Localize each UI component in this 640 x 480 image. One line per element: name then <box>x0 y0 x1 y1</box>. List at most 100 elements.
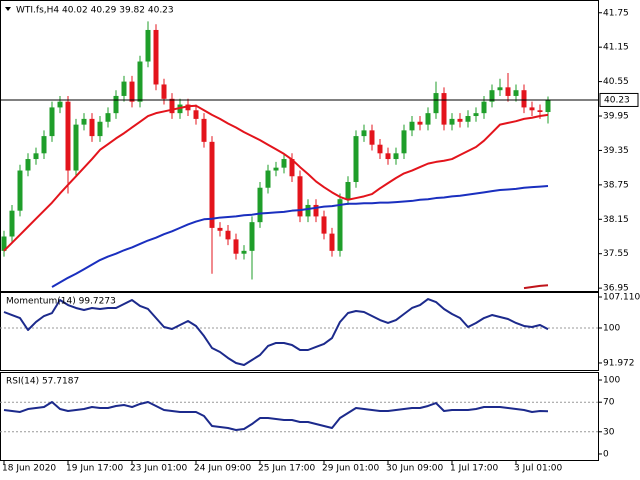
candle-body <box>49 107 55 137</box>
candle-body <box>105 113 111 122</box>
panel-frame <box>0 292 599 371</box>
candle-body <box>137 61 143 102</box>
candle-body <box>225 230 231 240</box>
candle-body <box>281 159 287 168</box>
candle-body <box>505 87 511 96</box>
candle-body <box>129 81 135 102</box>
candle-body <box>201 118 207 142</box>
y-tick-label: 100 <box>603 323 620 333</box>
candle-body <box>449 118 455 125</box>
y-tick-label: 39.95 <box>603 112 629 122</box>
candle-body <box>369 130 375 145</box>
price-box <box>599 92 639 107</box>
candle-body <box>393 153 399 160</box>
candle-body <box>265 170 271 188</box>
candle-body <box>489 90 495 102</box>
candle-body <box>305 204 311 217</box>
x-tick-label: 1 Jul 17:00 <box>450 464 499 474</box>
chart-title: WTI.fs,H4 40.02 40.29 39.82 40.23 <box>16 6 174 16</box>
candle-body <box>321 216 327 234</box>
candle-body <box>257 187 263 223</box>
y-tick-label: 39.35 <box>603 146 629 156</box>
candle-body <box>353 136 359 182</box>
candle-body <box>41 136 47 154</box>
y-tick-label: 40.55 <box>603 77 629 87</box>
candle-body <box>297 176 303 217</box>
y-tick-label: 41.75 <box>603 8 629 18</box>
candle-body <box>121 81 127 96</box>
x-tick-label: 19 Jun 17:00 <box>66 464 123 474</box>
candle-body <box>497 87 503 91</box>
candle-body <box>217 227 223 231</box>
candle-body <box>113 95 119 114</box>
x-tick-label: 23 Jun 01:00 <box>130 464 187 474</box>
candle-body <box>329 233 335 251</box>
candle-body <box>417 121 423 125</box>
y-tick-label: 70 <box>603 398 615 408</box>
x-tick-label: 29 Jun 01:00 <box>322 464 379 474</box>
y-tick-label: 30 <box>603 427 615 437</box>
candle-body <box>89 118 95 137</box>
indicator-line <box>3 104 549 252</box>
candle-body <box>457 118 463 122</box>
candle-body <box>529 107 535 111</box>
candle-body <box>169 98 175 114</box>
panel-frame <box>0 372 599 461</box>
x-tick-label: 3 Jul 01:00 <box>514 464 563 474</box>
y-tick-label: 107.1101 <box>603 293 640 303</box>
indicator-line <box>3 400 549 432</box>
candle-body <box>273 167 279 171</box>
candle-body <box>425 113 431 125</box>
candle-body <box>465 116 471 122</box>
candle-body <box>441 93 447 125</box>
candle-body <box>345 181 351 200</box>
y-tick-label: 36.95 <box>603 284 629 294</box>
price-label: 40.23 <box>604 95 630 105</box>
y-tick-label: 0 <box>603 449 609 459</box>
candle-body <box>513 90 519 96</box>
candle-body <box>385 153 391 160</box>
x-tick-label: 24 Jun 09:00 <box>194 464 251 474</box>
candle-body <box>185 104 191 111</box>
candle-body <box>289 159 295 177</box>
candle-body <box>161 84 167 99</box>
candle-body <box>313 204 319 217</box>
candle-body <box>9 210 15 237</box>
x-tick-label: 30 Jun 09:00 <box>386 464 443 474</box>
candle-body <box>193 110 199 119</box>
candle-body <box>249 222 255 251</box>
candle-body <box>145 29 151 62</box>
indicator-line <box>523 284 549 290</box>
candle-body <box>545 99 551 113</box>
x-tick-label: 18 Jun 2020 <box>2 464 56 474</box>
panel-title: Momentum(14) 99.7273 <box>6 297 116 307</box>
candle-body <box>409 121 415 131</box>
y-tick-label: 37.55 <box>603 249 629 259</box>
x-tick-label: 25 Jun 17:00 <box>258 464 315 474</box>
candle-body <box>481 101 487 114</box>
candle-body <box>73 124 79 171</box>
candle-body <box>521 90 527 108</box>
y-tick-label: 41.15 <box>603 43 629 53</box>
indicator-line <box>51 185 549 288</box>
candle-body <box>241 250 247 254</box>
candle-body <box>65 101 71 171</box>
candle-body <box>33 153 39 160</box>
candle-body <box>25 159 31 171</box>
y-tick-label: 38.75 <box>603 180 629 190</box>
candle-body <box>233 239 239 254</box>
candle-body <box>377 144 383 154</box>
candle-body <box>57 101 63 108</box>
candle-body <box>97 121 103 137</box>
candle-body <box>537 110 543 113</box>
indicator-line <box>3 298 549 366</box>
y-tick-label: 91.972 <box>603 358 635 368</box>
candle-body <box>153 29 159 85</box>
panel-frame <box>0 0 599 292</box>
candle-body <box>17 170 23 211</box>
candle-body <box>337 199 343 251</box>
candle-body <box>433 93 439 114</box>
candle-body <box>81 118 87 125</box>
candle-body <box>209 141 215 228</box>
